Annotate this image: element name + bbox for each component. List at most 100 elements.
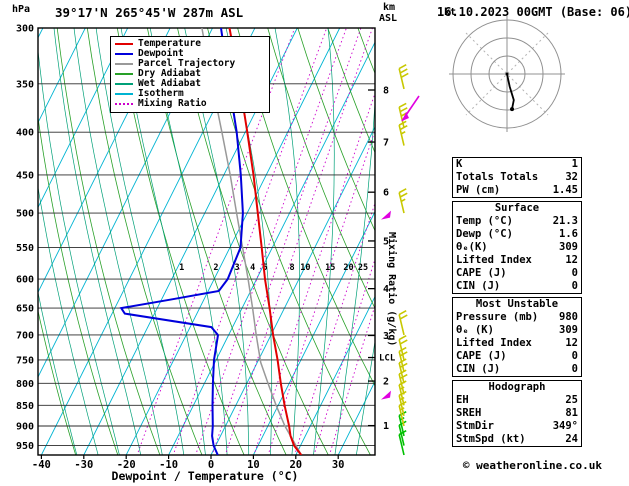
copyright-text: © weatheronline.co.uk: [462, 459, 602, 472]
stat-value: 81: [565, 407, 578, 419]
pressure-tick-label: 400: [16, 128, 34, 139]
altitude-tick-label: 4: [383, 284, 389, 295]
isotherm-legend-swatch: [115, 93, 133, 95]
mixing-ratio-value-label: 5: [262, 263, 267, 273]
dry-adiabat-line: [297, 28, 375, 232]
stat-label: K: [456, 158, 463, 170]
pressure-tick-label: 600: [16, 275, 34, 286]
stat-label: CAPE (J): [456, 350, 507, 362]
legend-item: Parcel Trajectory: [115, 59, 265, 69]
wet-adiabat-line: [38, 290, 78, 455]
stats-row: StmSpd (kt) 24: [453, 433, 581, 446]
stat-value: 0: [571, 363, 578, 375]
temp-tick-label: -20: [117, 459, 136, 471]
isotherm-line: [38, 28, 129, 209]
stat-value: 24: [565, 433, 578, 445]
isotherm-line: [38, 28, 86, 124]
stats-row: Lifted Index 12: [453, 337, 581, 350]
stats-row: Dewp (°C) 1.6: [453, 228, 581, 241]
hodograph-trace: [506, 73, 515, 110]
wind-barb: [398, 346, 408, 373]
legend-item: Isotherm: [115, 89, 265, 99]
stat-value: 12: [565, 254, 578, 266]
wet-adiabat-legend-swatch: [115, 83, 133, 85]
stat-value: 309: [559, 324, 578, 336]
wet-adiabat-line: [355, 339, 375, 455]
stats-row: StmDir 349°: [453, 420, 581, 433]
stat-value: 1: [571, 158, 578, 170]
stats-panel: K 1 Totals Totals 32 PW (cm) 1.45 Surface Temp …: [452, 157, 582, 450]
stat-value: 309: [559, 241, 578, 253]
dewpoint-legend-swatch: [115, 53, 133, 55]
legend-item-label: Dry Adiabat: [138, 68, 201, 79]
stat-label: CAPE (J): [456, 267, 507, 279]
mixing-ratio-value-label: 20: [343, 263, 353, 273]
stat-label: Temp (°C): [456, 215, 513, 227]
mixing-ratio-legend-swatch: [115, 103, 133, 105]
mixing-ratio-value-label: 4: [250, 263, 255, 273]
hodograph-ring: [488, 55, 526, 93]
mixing-ratio-value-label: 2: [213, 263, 218, 273]
stats-table: Surface Temp (°C) 21.3 Dewp (°C) 1.6 θₑ(K) 309…: [452, 201, 582, 294]
stats-row: θₑ(K) 309: [453, 241, 581, 254]
pressure-tick-label: 800: [16, 379, 34, 390]
mixing-ratio-line: [195, 28, 347, 455]
legend-item: Temperature: [115, 39, 265, 49]
stat-value: 1.6: [559, 228, 578, 240]
legend-item: Dewpoint: [115, 49, 265, 59]
wind-barb: [398, 188, 408, 214]
pressure-tick-label: 350: [16, 79, 34, 90]
storm-motion-marker: [381, 390, 391, 400]
stat-label: Pressure (mb): [456, 311, 539, 323]
stats-table-title: Surface: [494, 202, 540, 214]
stats-row: Lifted Index 12: [453, 254, 581, 267]
stat-label: Lifted Index: [456, 254, 532, 266]
pressure-tick-label: 850: [16, 401, 34, 412]
temperature-legend-swatch: [115, 43, 133, 45]
temp-tick-label: -10: [159, 459, 178, 471]
temp-tick-label: -40: [32, 459, 51, 471]
legend-item-label: Isotherm: [138, 88, 184, 99]
stat-value: 12: [565, 337, 578, 349]
pressure-tick-label: 650: [16, 304, 34, 315]
temp-tick-label: -30: [74, 459, 93, 471]
mixing-ratio-line: [211, 28, 362, 455]
wind-barb: [398, 64, 409, 90]
stat-value: 32: [565, 171, 578, 183]
legend-item: Mixing Ratio: [115, 99, 265, 109]
mixing-ratio-value-label: 8: [290, 263, 295, 273]
stats-row: Temp (°C) 21.3: [453, 215, 581, 228]
pressure-unit-label: hPa: [12, 4, 31, 15]
stat-label: CIN (J): [456, 280, 501, 292]
stats-row: SREH 81: [453, 407, 581, 420]
stats-table: Most Unstable Pressure (mb) 980 θₑ (K) 309 Li…: [452, 297, 582, 377]
stat-label: CIN (J): [456, 363, 501, 375]
isotherm-line: [252, 210, 375, 455]
altitude-tick-label: 3: [383, 331, 389, 342]
altitude-unit-asl: ASL: [379, 13, 398, 24]
temp-tick-label: 0: [208, 459, 214, 471]
mixing-ratio-value-label: 10: [300, 263, 310, 273]
isotherm-line: [295, 295, 375, 455]
dewpoint-curve: [119, 28, 244, 455]
stats-row: CAPE (J) 0: [453, 350, 581, 363]
dry-adiabat-line: [38, 308, 77, 455]
temp-tick-label: 10: [247, 459, 260, 471]
stat-value: 349°: [552, 420, 578, 432]
altitude-unit-km: km: [383, 2, 396, 13]
stat-label: EH: [456, 394, 469, 406]
pressure-tick-label: 700: [16, 330, 34, 341]
mixing-ratio-value-label: 1: [179, 263, 184, 273]
mixing-ratio-line: [136, 28, 296, 455]
stat-value: 25: [565, 394, 578, 406]
legend-item-label: Mixing Ratio: [138, 98, 207, 109]
stat-value: 21.3: [552, 215, 578, 227]
stat-label: Lifted Index: [456, 337, 532, 349]
altitude-tick-label: 6: [383, 188, 389, 199]
wind-barb: [398, 369, 408, 395]
stats-table: Hodograph EH 25 SREH 81 StmDir 349° StmSpd (kt)…: [452, 380, 582, 447]
legend-item-label: Wet Adiabat: [138, 78, 201, 89]
stats-table: K 1 Totals Totals 32 PW (cm) 1.45: [452, 157, 582, 198]
